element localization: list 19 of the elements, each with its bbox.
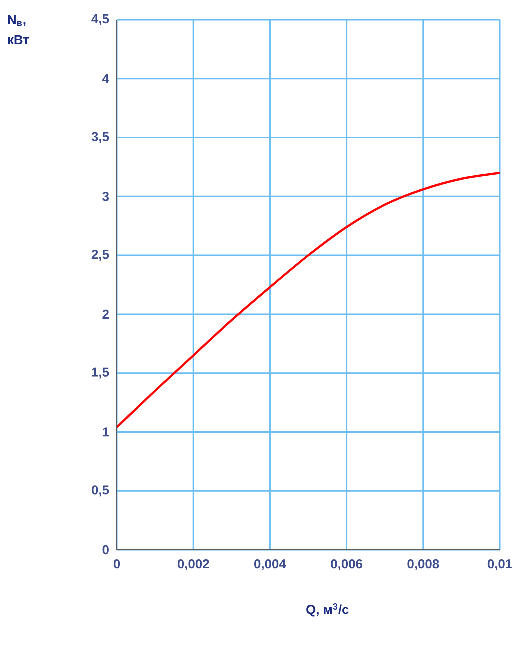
y-tick-label: 3 <box>102 192 110 202</box>
line-series <box>117 172 500 429</box>
x-tick-label: 0,002 <box>178 560 210 571</box>
x-tick-label: 0,004 <box>254 560 286 571</box>
x-tick-label: 0,01 <box>488 560 512 571</box>
x-tick-label: 0,006 <box>331 560 363 571</box>
y-axis-title: N$_{в}$, кВт <box>8 16 30 44</box>
y-tick-label: 1,5 <box>92 368 110 379</box>
x-tick-label: 0,008 <box>408 560 440 571</box>
y-tick-label: 4 <box>102 74 110 84</box>
y-tick-label: 0 <box>102 545 109 555</box>
y-tick-label: 4,5 <box>92 14 110 26</box>
x-tick-label: 0 <box>114 560 120 569</box>
y-tick-label: 2,5 <box>92 250 110 262</box>
y-tick-label: 0,5 <box>92 486 110 497</box>
y-tick-label: 3,5 <box>92 132 110 144</box>
y-tick-label: 2 <box>102 310 109 319</box>
x-axis-title: Q, м$^{3}$/с <box>306 604 349 617</box>
y-tick-label: 1 <box>103 428 110 437</box>
